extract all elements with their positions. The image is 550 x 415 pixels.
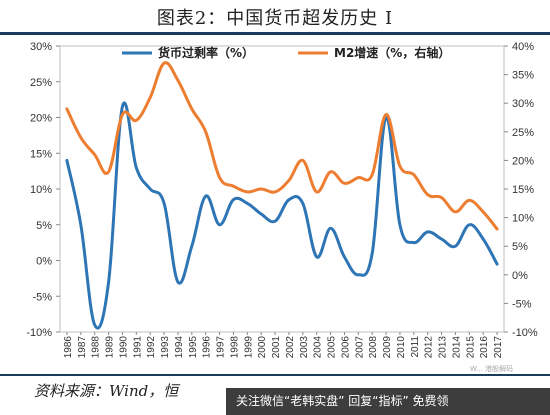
y-left-tick-label: 20%: [30, 113, 52, 125]
x-tick-label: 2009: [382, 336, 393, 359]
x-tick-label: 1986: [63, 336, 74, 359]
y-right-tick-label: 5%: [512, 241, 528, 253]
title-rule: [0, 32, 550, 35]
y-right-tick-label: 30%: [512, 98, 534, 110]
source-note: 资料来源：Wind，恒: [34, 382, 179, 400]
x-tick-label: 2014: [451, 336, 462, 359]
x-tick-label: 2012: [424, 336, 435, 359]
watermark: W... 港股解码: [470, 365, 514, 373]
x-tick-label: 2002: [285, 336, 296, 359]
y-left-tick-label: 30%: [30, 41, 52, 53]
y-right-tick-label: 15%: [512, 184, 534, 196]
legend-label-1: M2增速（%，右轴）: [334, 45, 450, 60]
x-tick-label: 2005: [327, 336, 338, 359]
x-tick-label: 1990: [118, 336, 129, 359]
x-tick-label: 1988: [91, 336, 102, 359]
x-tick-label: 1993: [160, 336, 171, 359]
y-right-tick-label: 35%: [512, 70, 534, 82]
y-right-tick-label: 25%: [512, 127, 534, 139]
x-tick-label: 1996: [202, 336, 213, 359]
series-layer: [65, 61, 499, 330]
x-tick-label: 2008: [368, 336, 379, 359]
y-left-tick-label: 25%: [30, 77, 52, 89]
y-right-tick-label: -5%: [512, 298, 532, 310]
promo-banner: 关注微信“老韩实盘” 回复“指标” 免费领: [226, 388, 550, 415]
x-tick-label: 2003: [299, 336, 310, 359]
x-tick-label: 1992: [146, 336, 157, 359]
x-tick-label: 2011: [410, 336, 421, 358]
x-tick-label: 2000: [257, 336, 268, 359]
x-tick-label: 2013: [438, 336, 449, 359]
x-tick-label: 2007: [354, 336, 365, 359]
y-right-tick-label: 10%: [512, 213, 534, 225]
x-tick-label: 1991: [132, 336, 143, 359]
x-tick-label: 2004: [313, 336, 324, 359]
x-tick-label: 2016: [479, 336, 490, 359]
series-line-m2-growth: [65, 61, 499, 231]
y-right-tick-label: -10%: [512, 327, 538, 339]
y-left-tick-label: -10%: [26, 327, 52, 339]
x-tick-label: 1995: [188, 336, 199, 359]
x-tick-label: 1997: [216, 336, 227, 359]
series-line-money-excess: [65, 101, 499, 330]
x-tick-label: 2017: [493, 336, 504, 359]
y-left-tick-label: 0%: [36, 256, 52, 268]
y-left-tick-label: 15%: [30, 148, 52, 160]
x-tick-label: 2015: [465, 336, 476, 359]
x-tick-label: 2006: [340, 336, 351, 359]
y-right-tick-label: 0%: [512, 270, 528, 282]
source-rule: [0, 374, 550, 376]
legend: 货币过剩率（%） M2增速（%，右轴）: [122, 45, 450, 60]
y-left-tick-label: -5%: [32, 291, 52, 303]
chart-plot: -10% -5% 0% 5% 10% 15% 20% 25% 30% -10% -5% 0% 5% 10%…: [26, 41, 538, 358]
x-tick-label: 1989: [105, 336, 116, 359]
x-tick-label: 1987: [77, 336, 88, 359]
x-tick-label: 2010: [396, 336, 407, 359]
y-right-tick-label: 40%: [512, 41, 534, 53]
axes: -10% -5% 0% 5% 10% 15% 20% 25% 30% -10% -5% 0% 5% 10%…: [26, 41, 538, 358]
x-tick-label: 1998: [229, 336, 240, 359]
y-left-tick-label: 10%: [30, 184, 52, 196]
legend-label-0: 货币过剩率（%）: [158, 45, 254, 60]
x-tick-label: 1994: [174, 336, 185, 359]
y-right-tick-label: 20%: [512, 155, 534, 167]
x-tick-label: 1999: [243, 336, 254, 359]
page-title: 图表2：中国货币超发历史 I: [156, 8, 394, 29]
x-tick-label: 2001: [271, 336, 282, 359]
y-left-tick-label: 5%: [36, 220, 52, 232]
